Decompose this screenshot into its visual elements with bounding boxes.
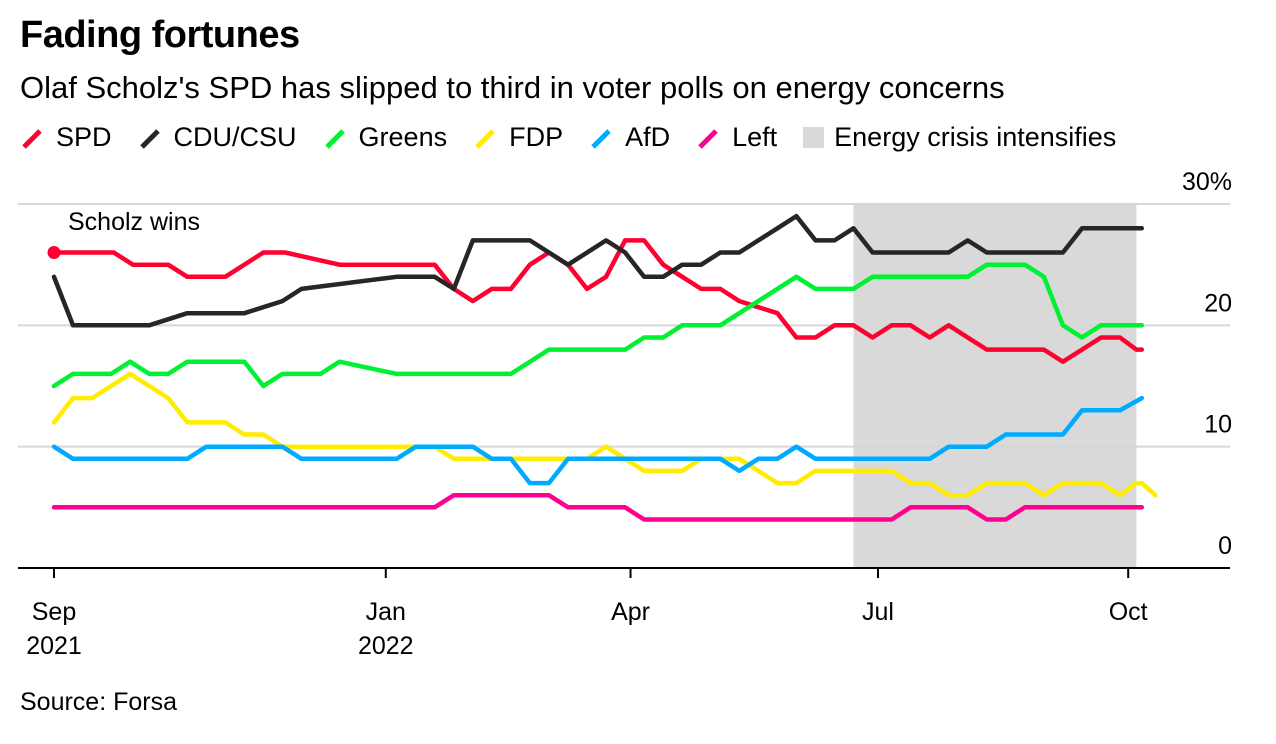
legend-swatch xyxy=(591,128,611,149)
x-tick-sublabel: 2022 xyxy=(358,632,414,660)
legend-label: Greens xyxy=(358,122,448,152)
legend-label: Energy crisis intensifies xyxy=(834,122,1117,152)
series-line-greens xyxy=(51,262,1145,389)
legend-swatch xyxy=(324,128,345,149)
y-tick-label: 20 xyxy=(1204,289,1232,317)
x-tick-label: Apr xyxy=(611,598,650,626)
y-tick-label: 0 xyxy=(1218,532,1232,560)
legend-label: AfD xyxy=(625,122,671,152)
annotation-scholz-wins: Scholz wins xyxy=(68,208,200,236)
series-line-afd xyxy=(51,395,1145,486)
x-tick-sublabel: 2021 xyxy=(26,632,82,660)
legend-swatch xyxy=(698,128,718,149)
legend-label: Left xyxy=(732,122,778,152)
series-line-cdu-csu xyxy=(51,213,1145,328)
x-tick-label: Jul xyxy=(862,598,894,626)
legend-label: SPD xyxy=(56,122,112,152)
series-line-left xyxy=(51,492,1145,522)
y-tick-label: 30% xyxy=(1182,168,1232,196)
x-tick-label: Jan xyxy=(366,598,406,626)
shaded-region xyxy=(853,204,1137,568)
legend-item-cdu-csu: CDU/CSU xyxy=(138,122,297,153)
x-tick-label: Oct xyxy=(1109,598,1148,626)
legend-item-afd: AfD xyxy=(589,122,670,153)
chart-title: Fading fortunes xyxy=(20,14,300,56)
legend-item-left: Left xyxy=(696,122,777,153)
legend-item-shaded-region: Energy crisis intensifies xyxy=(803,122,1116,153)
legend-item-spd: SPD xyxy=(20,122,112,153)
legend-item-fdp: FDP xyxy=(473,122,563,153)
legend-swatch xyxy=(22,128,42,149)
scholz-wins-marker xyxy=(47,246,61,260)
source-note: Source: Forsa xyxy=(20,688,178,716)
legend-swatch xyxy=(475,128,495,149)
legend-label: CDU/CSU xyxy=(173,122,297,152)
y-tick-label: 10 xyxy=(1204,411,1232,439)
x-tick-label: Sep xyxy=(32,598,76,626)
legend-swatch xyxy=(139,128,160,149)
legend: SPD CDU/CSU Greens FDP AfD Left Energy crisis … xyxy=(20,122,1142,153)
legend-shade-swatch xyxy=(803,127,825,148)
legend-item-greens: Greens xyxy=(323,122,448,153)
legend-label: FDP xyxy=(509,122,564,152)
chart-subtitle: Olaf Scholz's SPD has slipped to third i… xyxy=(20,70,1005,105)
